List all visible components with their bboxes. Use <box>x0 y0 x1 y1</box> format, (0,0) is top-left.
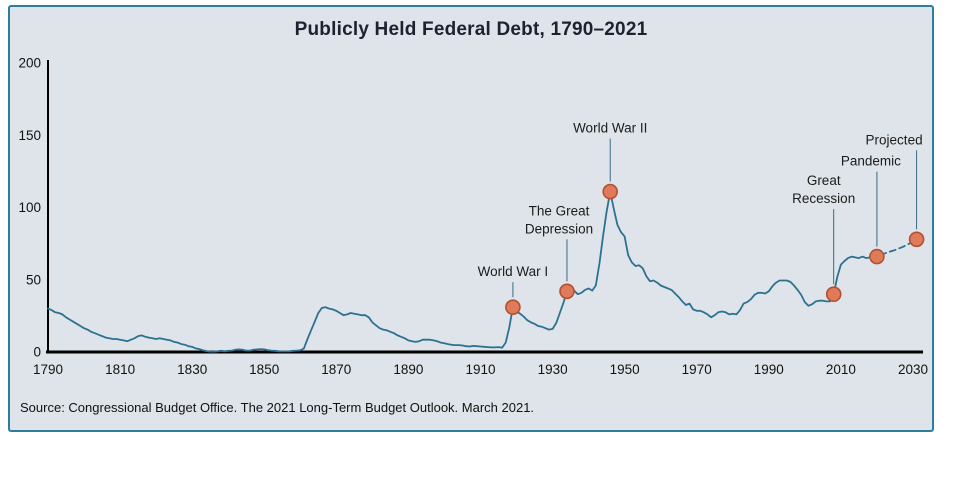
x-tick-label: 1910 <box>465 362 495 377</box>
chart-panel: Publicly Held Federal Debt, 1790–2021 0 5… <box>8 5 934 432</box>
chart-title: Publicly Held Federal Debt, 1790–2021 <box>294 19 648 40</box>
annotation-label-great-recession: Great <box>807 173 841 188</box>
x-tick-label: 1850 <box>249 362 279 377</box>
x-tick-labels: 1790 1810 1830 1850 1870 1890 1910 1930 1950 1970… <box>33 362 928 377</box>
annotation-label-pandemic: Pandemic <box>841 154 901 169</box>
y-tick-label: 200 <box>18 56 41 71</box>
annotation-label-projected: Projected <box>866 132 923 147</box>
annotation-label-great-recession: Recession <box>792 191 855 206</box>
annotations: World War I The Great Depression World War … <box>478 121 925 316</box>
annotation-label-world-war-ii: World War II <box>573 121 647 136</box>
x-tick-label: 1930 <box>538 362 568 377</box>
debt-chart: 0 50 100 150 200 1790 1810 1830 1850 1870 1890 191… <box>18 56 928 378</box>
debt-line <box>47 190 882 353</box>
annotation-label-the-great-depression: The Great <box>529 203 590 218</box>
event-marker-pandemic <box>869 248 885 265</box>
x-tick-label: 2030 <box>898 362 928 377</box>
x-tick-label: 1890 <box>393 362 423 377</box>
source-note: Source: Congressional Budget Office. The… <box>20 400 535 415</box>
x-tick-label: 1830 <box>177 362 207 377</box>
x-tick-label: 1870 <box>321 362 351 377</box>
annotation-label-world-war-i: World War I <box>478 264 549 279</box>
annotation-label-the-great-depression: Depression <box>525 221 593 236</box>
x-tick-label: 2010 <box>826 362 856 377</box>
y-tick-label: 150 <box>18 128 41 143</box>
x-tick-label: 1790 <box>33 362 63 377</box>
y-tick-label: 50 <box>26 272 41 287</box>
x-tick-label: 1810 <box>105 362 135 377</box>
x-tick-label: 1970 <box>682 362 712 377</box>
y-tick-label: 0 <box>33 345 41 360</box>
x-tick-label: 1950 <box>610 362 640 377</box>
event-marker-projected <box>908 231 925 248</box>
event-marker-great-recession <box>825 286 842 303</box>
x-tick-label: 1990 <box>754 362 784 377</box>
event-marker-the-great-depression <box>559 283 575 300</box>
event-marker-world-war-ii <box>602 183 619 200</box>
y-tick-label: 100 <box>18 200 41 215</box>
event-marker-world-war-i <box>505 299 521 316</box>
y-tick-labels: 0 50 100 150 200 <box>18 56 41 360</box>
